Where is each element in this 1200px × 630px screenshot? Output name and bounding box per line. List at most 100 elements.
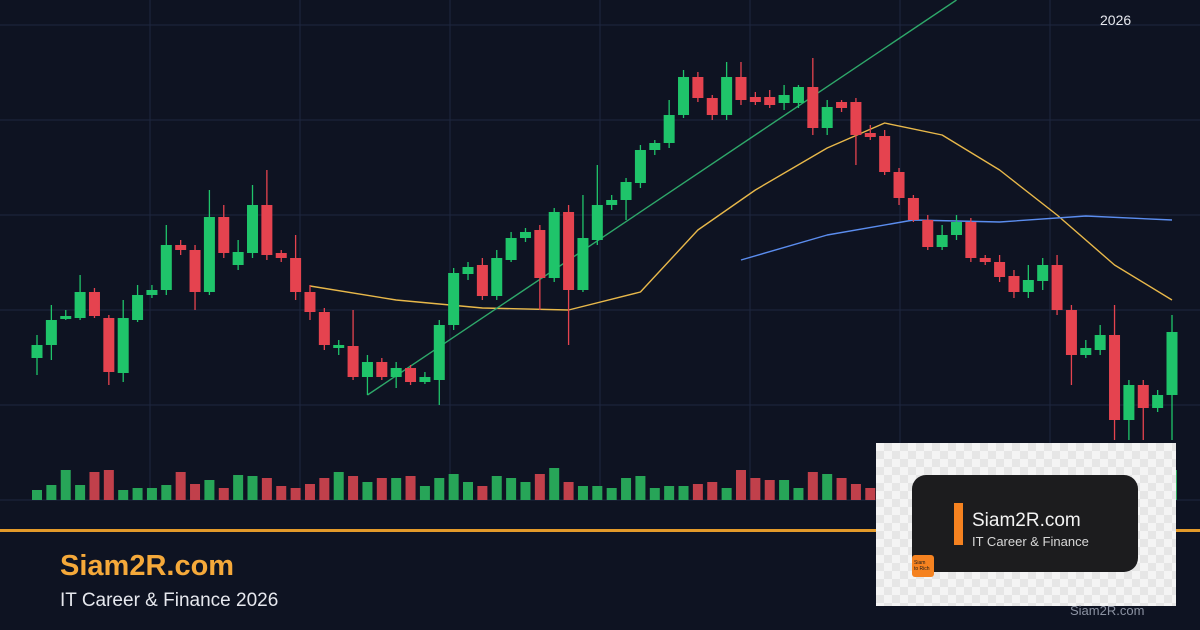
volume-bar bbox=[434, 478, 445, 500]
volume-bar bbox=[319, 478, 330, 500]
subtitle: IT Career & Finance 2026 bbox=[60, 590, 279, 611]
candle-body bbox=[577, 238, 589, 290]
candle-body bbox=[103, 318, 115, 372]
candle-body bbox=[405, 368, 417, 382]
candle-body bbox=[361, 362, 373, 377]
candle-body bbox=[994, 262, 1006, 277]
candle-body bbox=[1137, 385, 1149, 408]
candle-body bbox=[634, 150, 646, 183]
volume-bar bbox=[549, 468, 560, 500]
candle-body bbox=[706, 98, 718, 115]
candle-body bbox=[778, 95, 790, 103]
volume-bar bbox=[822, 474, 833, 500]
volume-bar bbox=[807, 472, 818, 500]
volume-bar bbox=[419, 486, 430, 500]
divider bbox=[0, 529, 1200, 532]
candle-body bbox=[175, 245, 187, 250]
candle-body bbox=[893, 172, 905, 198]
volume-bar bbox=[865, 488, 876, 500]
volume-bar bbox=[621, 478, 632, 500]
candle-body bbox=[448, 273, 460, 325]
volume-bar bbox=[290, 488, 301, 500]
candle-body bbox=[620, 182, 632, 200]
candle-body bbox=[88, 292, 100, 316]
volume-bar bbox=[333, 472, 344, 500]
volume-bar bbox=[391, 478, 402, 500]
badge-top: Siam bbox=[914, 560, 926, 566]
candle-body bbox=[1152, 395, 1164, 408]
volume-bar bbox=[118, 490, 129, 500]
logo-card bbox=[912, 475, 1138, 572]
volume-bar bbox=[850, 484, 861, 500]
candle-body bbox=[491, 258, 503, 296]
candle-body bbox=[950, 222, 962, 235]
candle-body bbox=[1123, 385, 1135, 420]
logo-title: Siam2R.com bbox=[972, 510, 1081, 531]
volume-bar bbox=[175, 472, 186, 500]
year: 2026 bbox=[1100, 12, 1132, 28]
candle-body bbox=[505, 238, 517, 260]
candle-body bbox=[304, 292, 316, 312]
volume-bar bbox=[678, 486, 689, 500]
candle-body bbox=[534, 230, 546, 278]
volume-bar bbox=[132, 488, 143, 500]
candle-body bbox=[1109, 335, 1121, 420]
candle-body bbox=[836, 102, 848, 108]
volume-bar bbox=[836, 478, 847, 500]
candle-body bbox=[390, 368, 402, 377]
volume-bar bbox=[721, 488, 732, 500]
volume-bar bbox=[204, 480, 215, 500]
candle-body bbox=[318, 312, 330, 345]
candle-body bbox=[821, 107, 833, 128]
candle-body bbox=[203, 217, 215, 292]
volume-bar bbox=[506, 478, 517, 500]
candle-body bbox=[1008, 276, 1020, 292]
volume-bar bbox=[735, 470, 746, 500]
volume-bar bbox=[750, 478, 761, 500]
candle-body bbox=[879, 136, 891, 172]
candle-body bbox=[189, 250, 201, 292]
candle-body bbox=[1080, 348, 1092, 355]
candle-body bbox=[922, 220, 934, 247]
watermark: Siam2R.com IT Career & Finance Siam to Ri… bbox=[876, 443, 1176, 606]
volume-bar bbox=[779, 480, 790, 500]
volume-bar bbox=[304, 484, 315, 500]
volume-bar bbox=[520, 482, 531, 500]
volume-bar bbox=[491, 476, 502, 500]
volume-bar bbox=[707, 482, 718, 500]
volume-bar bbox=[161, 485, 172, 500]
candle-body bbox=[649, 143, 661, 150]
candle-body bbox=[74, 292, 86, 318]
volume-bar bbox=[577, 486, 588, 500]
candle-body bbox=[247, 205, 259, 253]
candle-body bbox=[663, 115, 675, 143]
volume-bar bbox=[276, 486, 287, 500]
candle-body bbox=[850, 102, 862, 135]
volume-bar bbox=[376, 478, 387, 500]
volume-bar bbox=[692, 484, 703, 500]
volume-bar bbox=[233, 475, 244, 500]
candle-body bbox=[591, 205, 603, 240]
candle-body bbox=[1051, 265, 1063, 310]
candle-body bbox=[419, 377, 431, 382]
candle-body bbox=[146, 290, 158, 295]
candle-body bbox=[792, 87, 804, 103]
candle-body bbox=[606, 200, 618, 205]
candle-body bbox=[735, 77, 747, 100]
candle-body bbox=[160, 245, 172, 290]
candle-body bbox=[376, 362, 388, 377]
volume-bar bbox=[362, 482, 373, 500]
candle-body bbox=[117, 318, 129, 373]
candle-body bbox=[1094, 335, 1106, 350]
candle-body bbox=[1166, 332, 1178, 395]
candle-body bbox=[1022, 280, 1034, 292]
candle-body bbox=[749, 97, 761, 102]
volume-bar bbox=[261, 478, 272, 500]
logo-subtitle: IT Career & Finance bbox=[972, 534, 1089, 549]
brand: Siam2R.com bbox=[60, 550, 235, 582]
candle-body bbox=[1065, 310, 1077, 355]
candle-body bbox=[692, 77, 704, 98]
candle-body bbox=[965, 222, 977, 258]
logo-badge: Siam to Rich bbox=[912, 555, 934, 577]
volume-bar bbox=[190, 484, 201, 500]
